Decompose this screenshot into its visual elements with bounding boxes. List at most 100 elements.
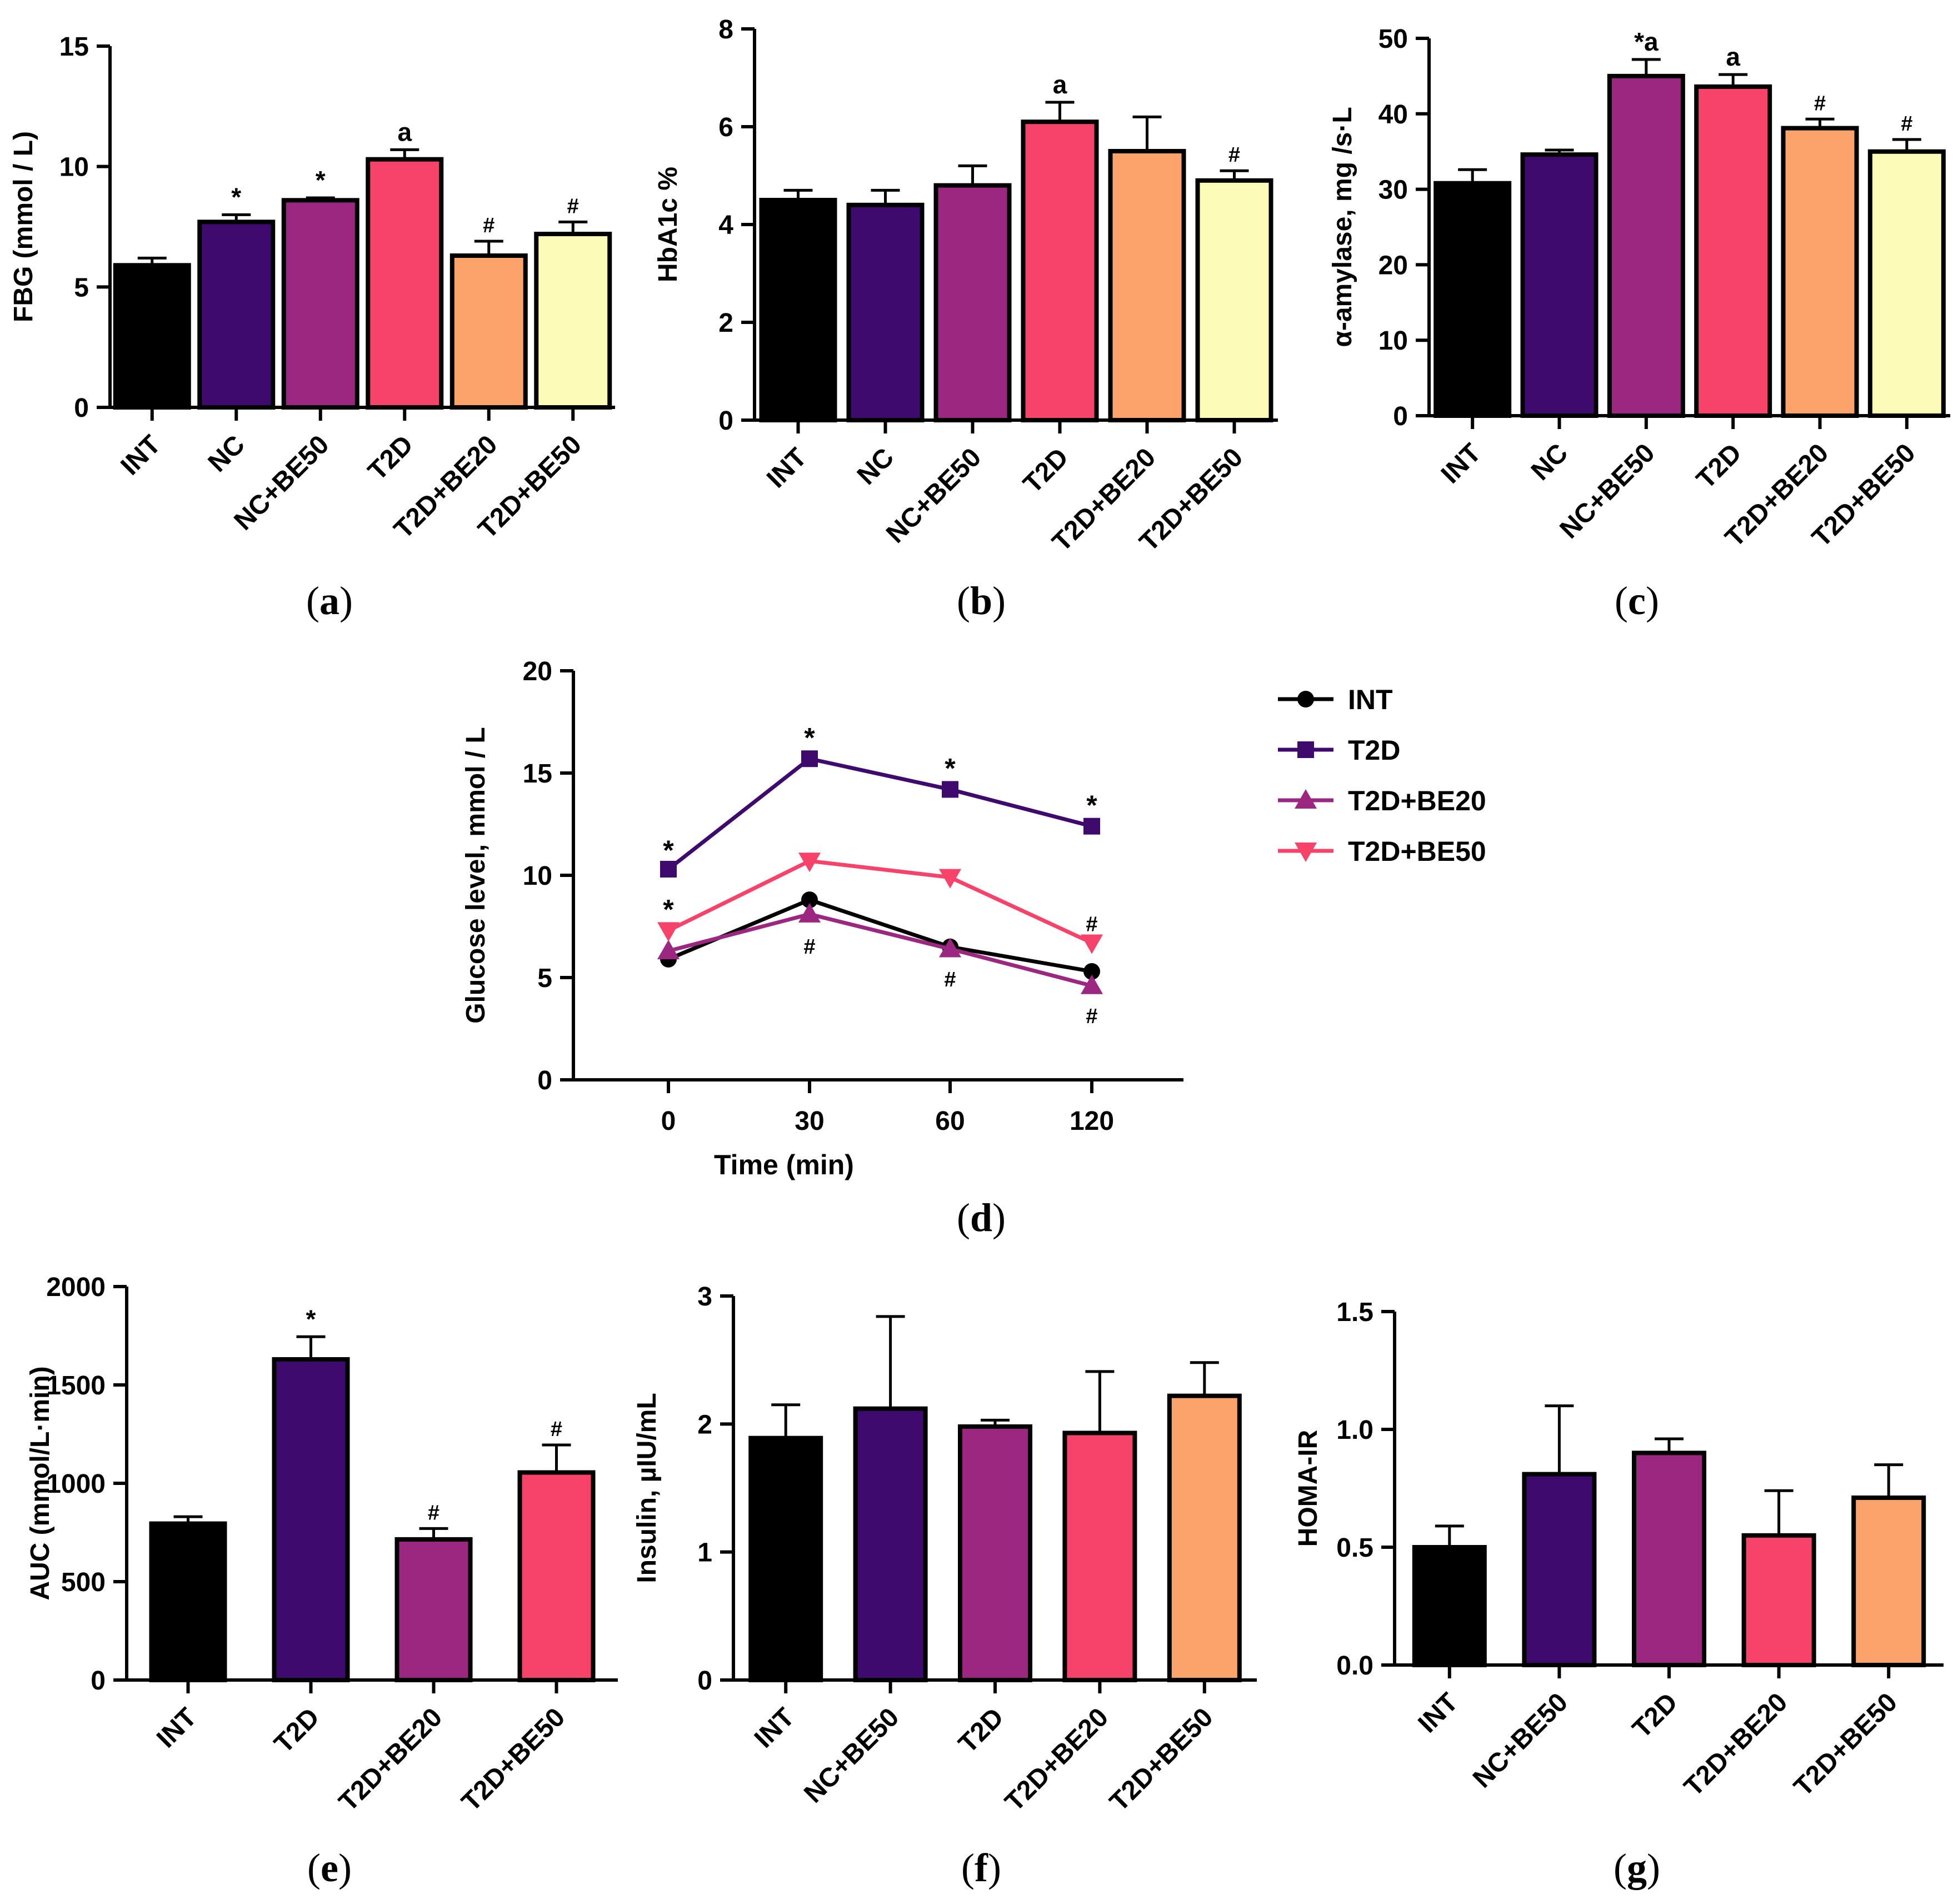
bar-INT — [113, 263, 191, 410]
legend-marker — [1295, 789, 1317, 809]
legend-label: T2D+BE20 — [1348, 785, 1486, 816]
bar-INT — [1412, 1545, 1487, 1667]
y-tick-label: 1 — [697, 1538, 712, 1568]
category-label: T2D+BE20 — [1000, 1702, 1114, 1817]
y-tick-label: 20 — [1378, 251, 1408, 280]
y-tick-label: 1500 — [46, 1371, 106, 1400]
bar-T2D — [958, 1424, 1032, 1682]
bar-T2D+BE20 — [1781, 126, 1859, 418]
data-point-T2D+BE20 — [798, 903, 821, 923]
y-tick-label: 500 — [61, 1568, 106, 1597]
bar-T2D+BE50 — [1867, 149, 1946, 418]
bar-NC+BE50 — [1607, 73, 1685, 418]
category-label: NC — [852, 442, 900, 490]
x-tick-label: 120 — [1070, 1106, 1114, 1136]
panel-letter: a — [319, 579, 339, 623]
bar-NC+BE50 — [281, 198, 359, 410]
y-axis-title: Glucose level, mmol / L — [461, 727, 491, 1024]
y-tick-label: 0 — [74, 393, 89, 423]
panel-letter: d — [970, 1195, 992, 1240]
category-label: INT — [749, 1702, 800, 1753]
bar-T2D — [366, 157, 444, 410]
y-tick-label: 6 — [718, 113, 733, 142]
y-tick-label: 0.0 — [1336, 1651, 1373, 1681]
panel-caption-c: (c) — [1615, 579, 1659, 623]
significance-mark: # — [1814, 92, 1826, 115]
significance-mark: # — [1086, 1005, 1097, 1028]
category-label: T2D — [953, 1702, 1010, 1759]
panel-letter: c — [1628, 579, 1646, 623]
category-label: T2D — [269, 1702, 326, 1759]
panel-caption-f: (f) — [961, 1846, 1001, 1890]
significance-mark: * — [231, 182, 241, 211]
panel-letter: e — [321, 1846, 338, 1890]
y-tick-label: 0 — [1393, 402, 1408, 431]
series-line-T2D — [667, 756, 1092, 871]
data-point-T2D+BE50 — [798, 853, 821, 873]
category-label: T2D+BE50 — [1789, 1687, 1903, 1802]
bar-T2D+BE20 — [394, 1537, 473, 1682]
data-point-T2D+BE20 — [1081, 974, 1103, 994]
y-tick-label: 30 — [1378, 176, 1408, 205]
bar-T2D+BE50 — [1851, 1495, 1926, 1667]
bar-INT — [759, 198, 837, 422]
data-point-T2D+BE50 — [657, 922, 680, 942]
significance-mark: # — [1086, 913, 1097, 936]
legend-label: INT — [1348, 684, 1393, 715]
category-label: T2D — [1018, 442, 1075, 499]
panel-caption-e: (e) — [307, 1846, 352, 1890]
significance-mark: # — [428, 1501, 439, 1524]
category-label: T2D — [1691, 438, 1747, 495]
significance-mark: * — [316, 166, 326, 195]
significance-mark: # — [1228, 143, 1240, 167]
x-tick-label: 60 — [935, 1106, 965, 1136]
data-point-INT — [801, 891, 818, 909]
series-line-T2D+BE50 — [667, 859, 1093, 945]
category-label: T2D+BE50 — [456, 1702, 571, 1817]
y-tick-label: 4 — [718, 211, 733, 240]
data-point-T2D — [1083, 818, 1100, 835]
y-axis-title: α-amylase, mg /s·L — [1328, 107, 1357, 347]
y-tick-label: 3 — [697, 1282, 712, 1312]
y-tick-label: 8 — [718, 15, 733, 44]
category-label: T2D+BE20 — [333, 1702, 448, 1817]
bar-NC — [197, 220, 276, 410]
category-label: NC — [1526, 438, 1574, 486]
significance-mark: * — [945, 753, 956, 784]
legend-marker — [1297, 691, 1314, 707]
significance-mark: # — [567, 195, 579, 218]
y-tick-label: 10 — [523, 861, 552, 891]
bar-NC — [846, 202, 925, 422]
category-label: NC+BE50 — [798, 1702, 905, 1808]
category-label: INT — [761, 442, 812, 494]
bar-T2D+BE20 — [1741, 1533, 1816, 1668]
bar-T2D+BE50 — [534, 232, 612, 410]
bar-T2D — [272, 1357, 350, 1682]
panel-e: 0 500 1000 1500 2000 AUC (mmol/L·min) (e) INT T2… — [26, 1273, 618, 1890]
y-tick-label: 2 — [718, 308, 733, 338]
y-axis-title: HbA1c % — [653, 167, 683, 282]
series-line-INT — [667, 898, 1092, 974]
bar-T2D+BE20 — [449, 253, 528, 410]
y-tick-label: 10 — [59, 153, 89, 182]
y-tick-label: 0 — [718, 406, 733, 436]
panel-letter: g — [1627, 1846, 1647, 1890]
panel-letter: b — [970, 579, 992, 623]
category-label: T2D — [362, 430, 419, 486]
significance-mark: # — [803, 935, 815, 959]
category-label: T2D+BE50 — [1104, 1702, 1218, 1817]
bar-NC — [1520, 152, 1599, 418]
panel-caption-g: (g) — [1614, 1846, 1660, 1890]
significance-mark: * — [663, 835, 674, 866]
legend-marker — [1297, 741, 1314, 758]
series-line-T2D+BE20 — [668, 912, 1092, 988]
significance-mark: a — [1726, 42, 1740, 71]
significance-mark: a — [397, 117, 412, 146]
y-tick-label: 20 — [523, 657, 552, 686]
bar-T2D — [1694, 84, 1772, 418]
bar-T2D+BE20 — [1108, 149, 1186, 422]
significance-mark: * — [1086, 790, 1097, 821]
bar-T2D — [1021, 119, 1099, 422]
